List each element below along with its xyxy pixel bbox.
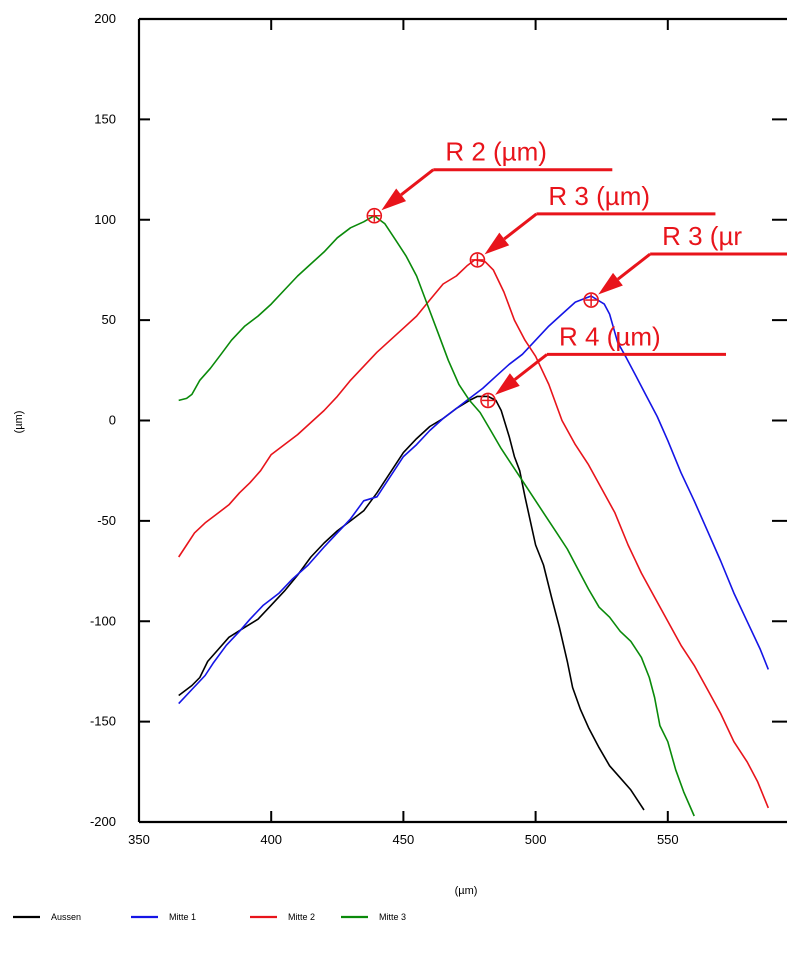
- arrow-head: [381, 188, 407, 211]
- series-line-mitte-1: [178, 295, 770, 705]
- marker-circle: [366, 207, 383, 224]
- peak-callouts: R 2 (µm)R 3 (µm) R 3 (µr R 4 (µm): [366, 137, 787, 409]
- x-tick-label: 400: [260, 832, 282, 847]
- marker-circle: [583, 292, 599, 308]
- y-tick-label: -100: [90, 613, 116, 628]
- series-line-mitte-2: [178, 259, 770, 809]
- legend-label: Mitte 3: [379, 912, 406, 922]
- y-tick-label: -150: [90, 714, 116, 729]
- leader-diagonal: [617, 252, 652, 281]
- y-tick-label: 100: [94, 212, 116, 227]
- leader-diagonal: [503, 212, 538, 241]
- legend-label: Mitte 1: [169, 912, 196, 922]
- callout-label: R 3 (µr: [662, 221, 742, 251]
- y-tick-label: -50: [97, 513, 116, 528]
- legend-label: Aussen: [51, 912, 81, 922]
- y-tick-label: 150: [94, 111, 116, 126]
- legend-item: Mitte 2: [250, 912, 315, 922]
- legend-item: Mitte 3: [341, 912, 406, 922]
- legend-label: Mitte 2: [288, 912, 315, 922]
- arrow-head: [598, 272, 623, 295]
- x-axis-label: (µm): [455, 885, 478, 897]
- arrow-head: [484, 232, 510, 255]
- legend-item: Mitte 1: [131, 912, 196, 922]
- tick-marks: 3504004505005506200150100500-50-100-150-…: [90, 11, 787, 847]
- callout-label: R 4 (µm): [559, 321, 661, 351]
- series-line-aussen: [178, 395, 645, 811]
- x-tick-label: 350: [128, 832, 150, 847]
- callout-label: R 3 (µm): [548, 181, 650, 211]
- y-tick-label: 50: [102, 312, 116, 327]
- x-tick-label: 500: [525, 832, 547, 847]
- marker-circle: [480, 392, 496, 409]
- callout: R 3 (µm): [469, 181, 716, 268]
- x-tick-label: 550: [657, 832, 679, 847]
- y-axis-label: (µm): [13, 411, 25, 434]
- leader-diagonal: [513, 353, 548, 381]
- series-lines: [178, 214, 770, 817]
- y-tick-label: 0: [109, 413, 116, 428]
- callout: R 2 (µm): [366, 137, 613, 224]
- y-tick-label: -200: [90, 814, 116, 829]
- legend-item: Aussen: [13, 912, 81, 922]
- y-tick-label: 200: [94, 11, 116, 26]
- legend: Aussen Mitte 1 Mitte 2 Mitte 3: [13, 912, 406, 922]
- leader-diagonal: [400, 168, 435, 197]
- callout-label: R 2 (µm): [445, 137, 547, 167]
- marker-circle: [469, 252, 486, 268]
- x-tick-label: 450: [393, 832, 415, 847]
- callout: R 4 (µm): [480, 321, 727, 409]
- series-line-mitte-3: [178, 214, 695, 817]
- arrow-head: [495, 373, 520, 395]
- callout: R 3 (µr: [583, 221, 787, 308]
